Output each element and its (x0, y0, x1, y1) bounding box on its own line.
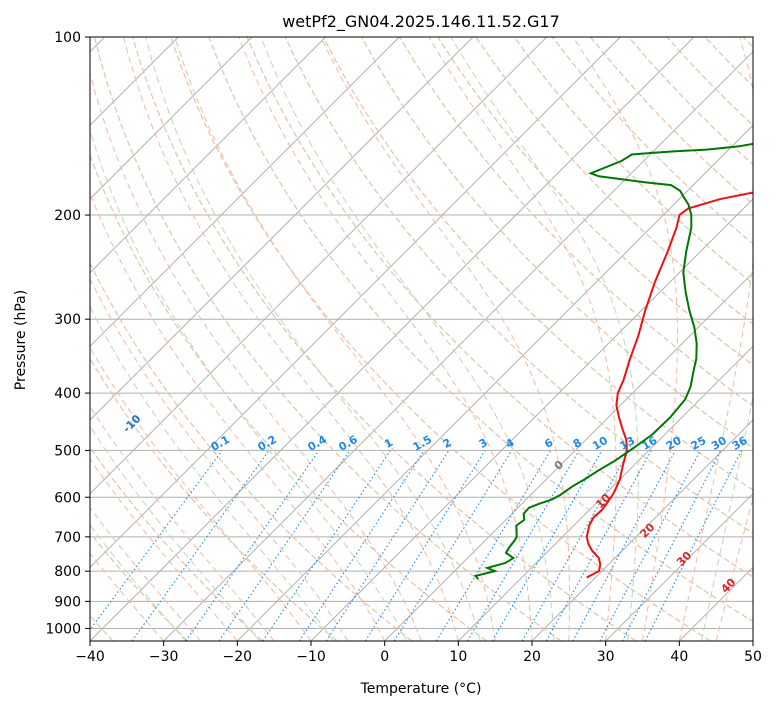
x-tick-label: −20 (223, 649, 253, 665)
plot-frame (89, 36, 754, 642)
dry-adiabat-line (90, 446, 263, 641)
chart-title: wetPf2_GN04.2025.146.11.52.G17 (282, 12, 560, 32)
moist-adiabat-line (715, 496, 753, 641)
x-tick-label: −40 (75, 649, 105, 665)
dry-adiabat-line (90, 261, 413, 641)
moist-adiabat-line (174, 37, 496, 641)
moist-adiabat-line (572, 37, 678, 641)
saturated-adiabat-line (90, 128, 408, 641)
isotherm-line (384, 271, 753, 641)
y-tick-label: 600 (54, 490, 81, 506)
mixing-ratio-line (90, 450, 223, 631)
isotherm-line (457, 345, 753, 641)
saturated-adiabat-line (700, 394, 753, 641)
y-tick-label: 700 (54, 530, 81, 546)
x-tick-label: −30 (149, 649, 179, 665)
moist-adiabat-line (90, 277, 349, 641)
y-tick-label: 200 (54, 208, 81, 224)
x-tick-label: −10 (296, 649, 326, 665)
dry-adiabat-line (246, 37, 753, 578)
x-tick-label: 30 (597, 649, 615, 665)
mixing-ratio-line (467, 450, 580, 641)
mixing-ratio-line (491, 450, 603, 641)
y-tick-label: 400 (54, 386, 81, 402)
isotherm-line (752, 640, 753, 641)
y-tick-label: 300 (54, 312, 81, 328)
saturated-adiabat-line (90, 524, 187, 641)
dry-adiabat-line (284, 37, 753, 534)
saturated-adiabat-line (90, 425, 260, 641)
moist-adiabat-line (90, 552, 165, 641)
moist-adiabat-line (90, 71, 422, 641)
isotherm-line (163, 50, 753, 641)
isotherm-line (90, 37, 327, 274)
x-axis-label: Temperature (°C) (360, 681, 482, 697)
dry-adiabat-line (90, 357, 338, 641)
x-tick-label: 40 (670, 649, 688, 665)
temperature-profile-line (585, 191, 753, 579)
y-tick-label: 1000 (45, 621, 81, 637)
mixing-ratio-line (521, 450, 630, 641)
dry-adiabat-line (399, 37, 753, 407)
mixing-ratio-line (364, 450, 486, 641)
x-tick-label: 20 (523, 649, 541, 665)
mixing-ratio-line (545, 450, 652, 641)
dry-adiabat-line (208, 37, 753, 623)
x-tick-label: 50 (744, 649, 762, 665)
isotherm-line (236, 124, 753, 641)
mixing-ratio-line (185, 450, 320, 641)
mixing-ratio-line (325, 450, 450, 641)
isotherm-line (90, 37, 474, 421)
moist-adiabat-line (320, 37, 570, 641)
moist-adiabat-line (90, 405, 275, 641)
saturated-adiabat-line (260, 37, 555, 641)
dry-adiabat-line (132, 37, 637, 641)
x-tick-label: 10 (449, 649, 467, 665)
dry-adiabat-line (90, 531, 189, 641)
isotherm-line (90, 37, 253, 200)
y-tick-label: 500 (54, 443, 81, 459)
dry-adiabat-line (93, 37, 562, 641)
moist-adiabat-line (90, 192, 386, 641)
y-axis-label: Pressure (hPa) (13, 290, 29, 390)
y-tick-label: 800 (54, 564, 81, 580)
moist-adiabat-line (678, 37, 753, 641)
mixing-ratio-line (572, 450, 677, 641)
dry-adiabat-line (90, 153, 487, 641)
isotherm-line (531, 419, 753, 641)
mixing-ratio-line (435, 450, 552, 641)
moist-adiabat-line (238, 37, 533, 641)
saturated-adiabat-line (450, 37, 639, 641)
dewpoint-profile-line (473, 142, 753, 580)
mixing-ratio-line (393, 450, 513, 641)
isotherm-line (605, 492, 753, 641)
saturated-adiabat-line (90, 305, 334, 641)
mixing-ratio-line (218, 450, 351, 641)
plot-background (90, 37, 753, 641)
moist-adiabat-line (90, 346, 312, 641)
y-tick-label: 100 (54, 30, 81, 46)
isotherm-line (90, 37, 548, 495)
x-tick-label: 0 (380, 649, 389, 665)
moist-adiabat-line (752, 639, 753, 641)
saturated-adiabat-line (145, 37, 481, 641)
isotherm-line (90, 37, 621, 569)
moist-adiabat-line (90, 458, 238, 641)
isotherm-line (90, 37, 400, 348)
dry-adiabat-line (437, 37, 753, 366)
moist-adiabat-line (90, 506, 201, 641)
moist-adiabat-line (123, 37, 459, 641)
dry-adiabat-line (513, 37, 753, 285)
y-tick-label: 900 (54, 594, 81, 610)
mixing-ratio-line (131, 450, 270, 641)
